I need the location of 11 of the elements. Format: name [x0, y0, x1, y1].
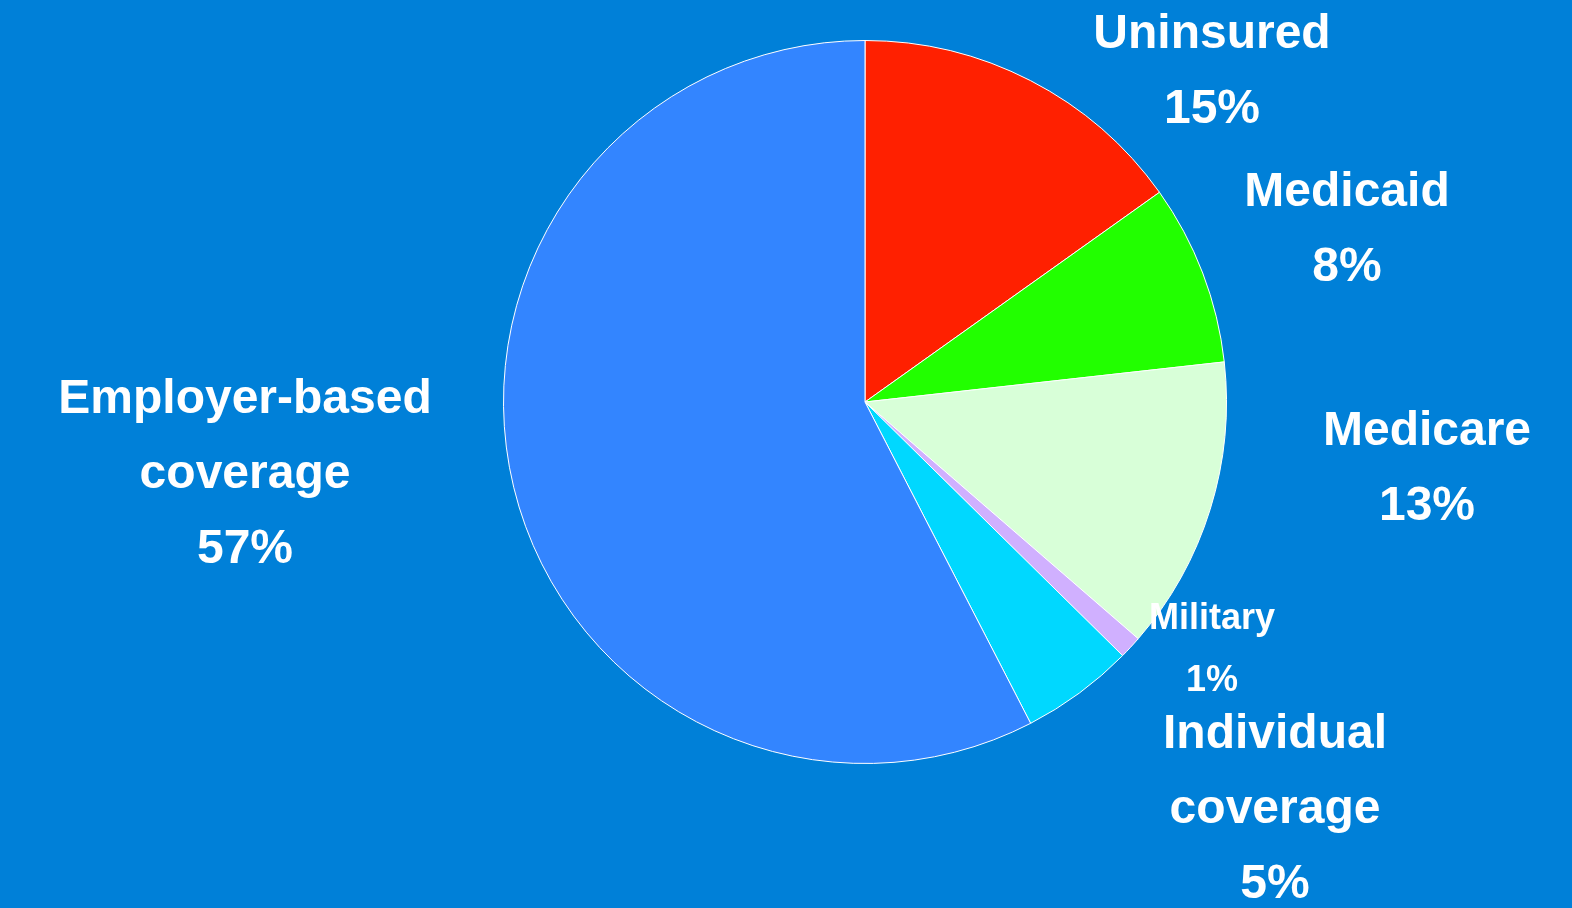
data-label: 13%	[1378, 476, 1476, 530]
data-label: 57%	[196, 520, 294, 574]
slice-label: Employer-based coverage	[58, 370, 432, 499]
data-label: 8%	[1312, 237, 1382, 291]
slice-label: Medicaid	[1244, 162, 1450, 216]
data-label: 15%	[1163, 79, 1261, 133]
data-label: 5%	[1240, 855, 1310, 908]
slice-label: Uninsured	[1093, 4, 1331, 58]
slice-label: Medicare	[1322, 401, 1532, 455]
data-label: 1%	[1185, 657, 1239, 699]
slice-label: Individual coverage	[1162, 705, 1388, 834]
